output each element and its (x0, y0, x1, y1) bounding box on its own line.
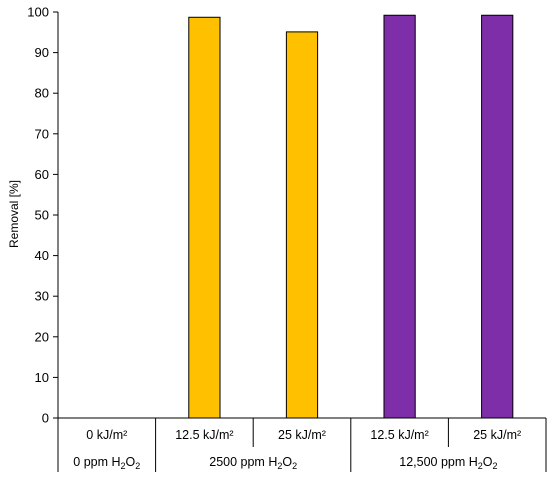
y-tick-label: 10 (35, 370, 49, 385)
y-tick-label: 80 (35, 86, 49, 101)
y-tick-label: 40 (35, 248, 49, 263)
bar (383, 14, 416, 419)
y-tick-label: 0 (42, 411, 49, 426)
y-tick-label: 30 (35, 289, 49, 304)
bar (188, 16, 221, 419)
group-labels: 0 ppm H2O2 2500 ppm H2O2 12,500 ppm H2O2 (73, 455, 497, 471)
y-axis-title: Removal [%] (7, 180, 21, 248)
y-tick-label: 100 (27, 5, 49, 20)
y-tick-label: 60 (35, 167, 49, 182)
category-label: 12.5 kJ/m² (370, 428, 428, 442)
category-label: 25 kJ/m² (473, 428, 521, 442)
category-label: 25 kJ/m² (278, 428, 326, 442)
category-label: 0 kJ/m² (86, 428, 127, 442)
y-tick-label: 20 (35, 329, 49, 344)
axes (57, 12, 547, 472)
bars (188, 14, 514, 419)
y-tick-label: 90 (35, 45, 49, 60)
group-label: 2500 ppm H2O2 (209, 455, 297, 471)
bar (481, 14, 514, 419)
category-label: 12.5 kJ/m² (175, 428, 233, 442)
bar (285, 31, 319, 419)
y-tick-label: 50 (35, 208, 49, 223)
group-label: 12,500 ppm H2O2 (399, 455, 497, 471)
category-labels: 0 kJ/m² 12.5 kJ/m² 25 kJ/m² 12.5 kJ/m² 25 kJ… (86, 428, 521, 442)
y-axis-label: Removal [%] (7, 180, 21, 248)
y-axis-ticks: 0 10 20 30 40 50 60 70 80 90 100 (27, 5, 58, 426)
y-tick-label: 70 (35, 126, 49, 141)
group-label: 0 ppm H2O2 (73, 455, 140, 471)
